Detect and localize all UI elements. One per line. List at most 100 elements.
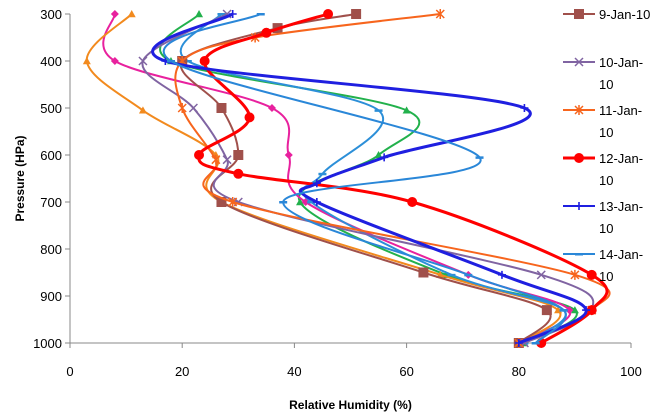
legend-marker <box>574 105 584 115</box>
data-point-dash <box>374 109 383 112</box>
legend-label: 11-Jan-10 <box>599 103 642 140</box>
data-point-square <box>418 267 429 278</box>
series-line <box>162 13 567 344</box>
legend-marker <box>574 153 584 163</box>
data-point-dash <box>464 273 473 277</box>
data-point-triangle <box>82 57 91 65</box>
legend-marker <box>575 253 583 256</box>
data-point-circle <box>261 27 272 38</box>
data-point-diamond <box>284 151 293 159</box>
series-line <box>141 13 595 344</box>
legend: 9-Jan-10 10-Jan-10 11-Jan-10 12-Jan-10 13-Ja… <box>563 7 650 284</box>
y-tick-label: 600 <box>40 148 62 163</box>
x-tick-label: 20 <box>175 364 189 379</box>
data-point-dash <box>166 60 175 63</box>
legend-marker <box>574 57 584 67</box>
data-point-square <box>233 150 244 160</box>
data-point-star <box>435 9 445 19</box>
y-tick-label: 500 <box>40 101 62 116</box>
data-point-circle <box>407 197 418 207</box>
data-point-dash <box>475 156 484 159</box>
data-point-circle <box>586 269 597 280</box>
series-6 <box>162 13 568 345</box>
x-axis-ticks: 0 20 40 60 80 100 <box>66 343 642 379</box>
data-point-dash <box>217 13 226 16</box>
x-tick-label: 60 <box>399 364 413 379</box>
data-point-star <box>228 197 238 207</box>
legend-label: 13-Jan-10 <box>599 199 643 236</box>
data-point-dash <box>183 60 192 63</box>
legend-item: 10-Jan-10 <box>563 55 643 92</box>
series-9 <box>82 10 563 347</box>
data-point-star <box>177 103 187 113</box>
series-line <box>174 13 611 344</box>
series-line <box>179 13 552 344</box>
series-line <box>85 13 562 344</box>
y-tick-label: 300 <box>40 7 62 22</box>
legend-label: 10-Jan-10 <box>599 55 643 92</box>
y-tick-label: 800 <box>40 242 62 257</box>
data-point-x <box>222 155 232 165</box>
data-point-square <box>216 103 227 113</box>
x-axis-title: Relative Humidity (%) <box>289 398 412 412</box>
data-point-triangle <box>127 10 136 18</box>
legend-item: 11-Jan-10 <box>563 103 642 140</box>
series-3 <box>174 9 611 348</box>
data-point-square <box>541 305 552 316</box>
legend-label: 14-Jan-10 <box>599 247 643 284</box>
legend-item: 13-Jan-10 <box>563 199 643 236</box>
data-point-plus <box>228 10 237 18</box>
data-point-circle <box>233 168 244 179</box>
data-point-triangle <box>570 306 579 314</box>
data-point-triangle <box>402 106 411 114</box>
y-axis-ticks: 300 400 500 600 700 800 900 1000 <box>33 7 70 351</box>
data-point-plus <box>514 339 523 347</box>
data-point-plus <box>582 306 591 315</box>
data-point-dash <box>279 201 288 204</box>
data-point-x <box>188 103 198 113</box>
data-point-circle <box>244 112 255 123</box>
data-point-plus <box>497 270 506 279</box>
data-point-circle <box>199 56 210 66</box>
data-point-triangle <box>374 151 383 159</box>
data-point-circle <box>323 9 334 19</box>
legend-marker <box>574 9 584 19</box>
y-tick-label: 400 <box>40 54 62 69</box>
x-tick-label: 40 <box>287 364 301 379</box>
legend-item: 12-Jan-10 <box>563 151 643 188</box>
data-point-triangle <box>138 106 147 114</box>
data-point-dash <box>531 342 540 345</box>
data-point-diamond <box>565 306 574 315</box>
data-point-square <box>351 9 362 19</box>
data-point-star <box>211 154 221 165</box>
legend-label: 12-Jan-10 <box>599 151 643 188</box>
y-tick-label: 1000 <box>33 336 62 351</box>
data-point-triangle <box>296 198 305 206</box>
plot-area: 300 400 500 600 700 800 900 1000 0 20 40 60 80 100 <box>33 7 642 379</box>
x-tick-label: 100 <box>620 364 642 379</box>
data-point-triangle <box>195 10 204 18</box>
data-point-diamond <box>110 10 119 18</box>
data-point-plus <box>520 104 529 112</box>
data-point-circle <box>586 305 597 316</box>
data-point-dash <box>256 13 265 16</box>
series-layer <box>82 9 611 348</box>
data-point-plus <box>312 198 321 206</box>
y-tick-label: 900 <box>40 289 62 304</box>
data-point-diamond <box>267 104 276 112</box>
legend-item: 9-Jan-10 <box>563 7 650 22</box>
x-tick-label: 80 <box>512 364 526 379</box>
legend-marker <box>575 202 583 210</box>
data-point-dash <box>447 273 456 277</box>
data-point-circle <box>194 150 205 160</box>
data-point-dash <box>307 201 316 204</box>
series-4 <box>194 9 609 348</box>
data-point-star <box>570 269 580 280</box>
data-point-dash <box>559 309 568 312</box>
legend-item: 14-Jan-10 <box>563 247 643 284</box>
data-point-diamond <box>110 57 119 65</box>
data-point-plus <box>312 179 321 188</box>
series-line <box>151 12 588 345</box>
data-point-x <box>536 270 546 280</box>
